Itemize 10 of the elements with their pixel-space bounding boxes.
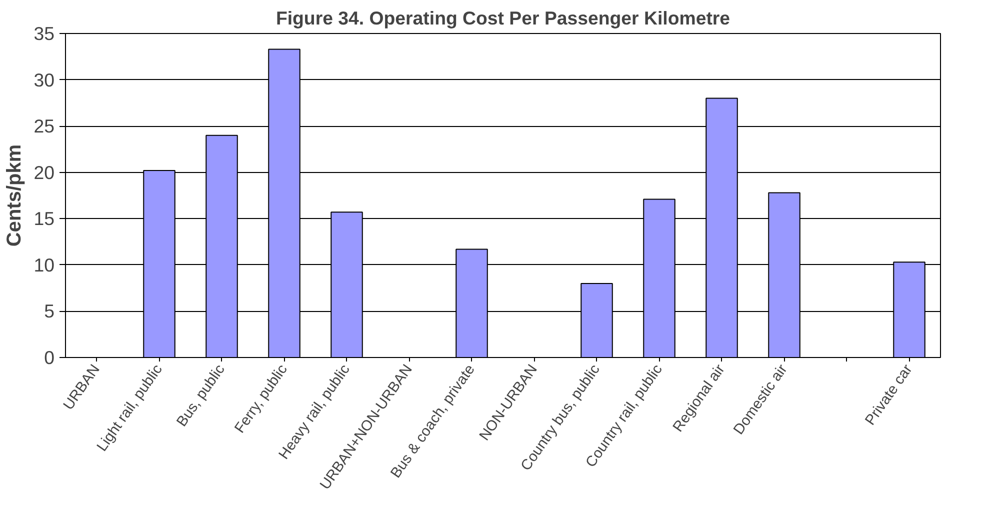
chart-title: Figure 34. Operating Cost Per Passenger Kilometre [276,8,730,28]
y-tick-label: 30 [34,69,55,90]
y-tick-label: 20 [34,162,55,183]
y-tick-label: 15 [34,208,55,230]
y-tick-label: 35 [34,23,55,44]
y-axis-title: Cents/pkm [4,144,26,247]
y-tick-label: 25 [34,116,55,137]
y-tick-label: 0 [44,347,55,368]
y-tick-label: 10 [34,254,55,276]
y-tick-label: 5 [44,300,55,322]
